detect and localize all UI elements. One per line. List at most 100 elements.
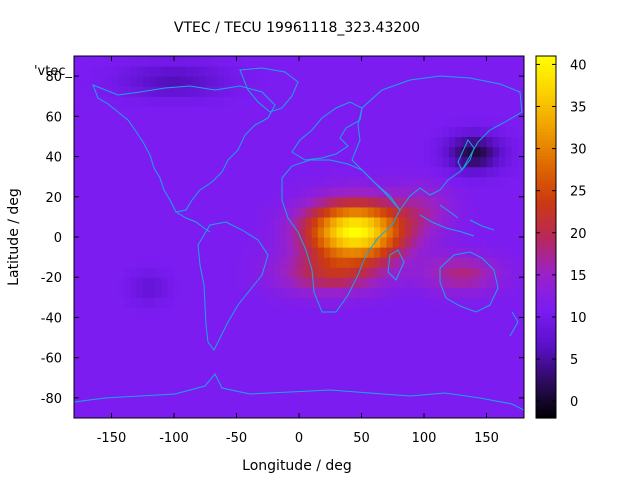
- heatmap-cell: [380, 307, 388, 319]
- colorbar-step: [536, 381, 556, 386]
- heatmap-cell: [355, 247, 363, 258]
- heatmap-cell: [261, 407, 269, 418]
- heatmap-cell: [217, 347, 225, 359]
- heatmap-cell: [236, 257, 244, 268]
- heatmap-cell: [230, 327, 238, 339]
- heatmap-cell: [211, 166, 219, 178]
- heatmap-cell: [80, 277, 88, 288]
- heatmap-cell: [192, 267, 200, 278]
- heatmap-cell: [274, 76, 281, 87]
- heatmap-cell: [255, 307, 263, 319]
- heatmap-cell: [405, 277, 413, 288]
- heatmap-cell: [86, 277, 94, 288]
- heatmap-cell: [136, 86, 144, 97]
- heatmap-cell: [355, 287, 363, 298]
- heatmap-cell: [499, 407, 506, 418]
- heatmap-cell: [167, 96, 175, 107]
- heatmap-cell: [230, 297, 238, 308]
- heatmap-cell: [111, 247, 119, 258]
- heatmap-cell: [411, 277, 419, 288]
- heatmap-cell: [180, 116, 188, 127]
- heatmap-cell: [399, 317, 406, 329]
- heatmap-cell: [367, 397, 375, 409]
- heatmap-cell: [499, 237, 506, 248]
- heatmap-cell: [136, 166, 144, 178]
- heatmap-cell: [205, 146, 213, 158]
- heatmap-cell: [117, 106, 125, 117]
- heatmap-cell: [417, 327, 425, 339]
- heatmap-cell: [111, 156, 119, 168]
- heatmap-cell: [436, 377, 444, 389]
- heatmap-cell: [92, 156, 100, 168]
- heatmap-cell: [424, 257, 431, 268]
- heatmap-cell: [242, 297, 250, 308]
- heatmap-cell: [374, 216, 381, 228]
- heatmap-cell: [380, 56, 388, 67]
- heatmap-cell: [255, 257, 263, 268]
- heatmap-cell: [505, 146, 513, 158]
- heatmap-cell: [461, 206, 469, 218]
- heatmap-cell: [249, 407, 256, 418]
- heatmap-cell: [374, 297, 381, 308]
- heatmap-cell: [399, 397, 406, 409]
- heatmap-cell: [467, 196, 475, 208]
- colorbar-step: [536, 158, 556, 163]
- heatmap-cell: [480, 136, 488, 148]
- heatmap-cell: [324, 116, 331, 127]
- heatmap-cell: [124, 216, 131, 228]
- heatmap-cell: [299, 166, 306, 178]
- heatmap-cell: [461, 337, 469, 349]
- heatmap-cell: [111, 387, 119, 399]
- heatmap-cell: [261, 136, 269, 148]
- heatmap-cell: [355, 277, 363, 288]
- heatmap-cell: [392, 287, 400, 298]
- heatmap-cell: [80, 156, 88, 168]
- colorbar-step: [536, 161, 556, 166]
- heatmap-cell: [480, 377, 488, 389]
- heatmap-cell: [242, 136, 250, 148]
- heatmap-cell: [517, 66, 524, 77]
- heatmap-cell: [80, 56, 88, 67]
- heatmap-cell: [392, 267, 400, 278]
- heatmap-cell: [367, 267, 375, 278]
- colorbar-step: [536, 227, 556, 232]
- heatmap-cell: [155, 367, 163, 379]
- heatmap-cell: [199, 337, 206, 349]
- heatmap-cell: [486, 297, 494, 308]
- heatmap-cell: [492, 126, 500, 138]
- heatmap-cell: [211, 247, 219, 258]
- heatmap-cell: [349, 357, 356, 369]
- heatmap-cell: [155, 166, 163, 178]
- heatmap-cell: [511, 287, 519, 298]
- heatmap-cell: [405, 247, 413, 258]
- heatmap-cell: [317, 136, 325, 148]
- heatmap-cell: [324, 397, 331, 409]
- heatmap-cell: [130, 166, 138, 178]
- heatmap-cell: [336, 216, 344, 228]
- heatmap-cell: [361, 86, 369, 97]
- heatmap-cell: [492, 186, 500, 198]
- heatmap-cell: [499, 166, 506, 178]
- heatmap-cell: [261, 86, 269, 97]
- y-tick-label: -20: [41, 271, 62, 286]
- heatmap-cell: [267, 397, 275, 409]
- colorbar-step: [536, 149, 556, 154]
- heatmap-cell: [374, 116, 381, 127]
- colorbar-step: [536, 137, 556, 142]
- heatmap-cell: [311, 247, 319, 258]
- heatmap-cell: [386, 146, 394, 158]
- heatmap-cell: [380, 337, 388, 349]
- heatmap-cell: [117, 337, 125, 349]
- heatmap-cell: [392, 337, 400, 349]
- heatmap-cell: [455, 397, 463, 409]
- heatmap-cell: [205, 66, 213, 77]
- heatmap-cell: [80, 176, 88, 188]
- heatmap-cell: [299, 226, 306, 238]
- heatmap-cell: [242, 287, 250, 298]
- heatmap-cell: [99, 307, 106, 319]
- heatmap-cell: [167, 247, 175, 258]
- heatmap-cell: [467, 56, 475, 67]
- heatmap-cell: [492, 277, 500, 288]
- heatmap-cell: [417, 307, 425, 319]
- heatmap-cell: [130, 76, 138, 87]
